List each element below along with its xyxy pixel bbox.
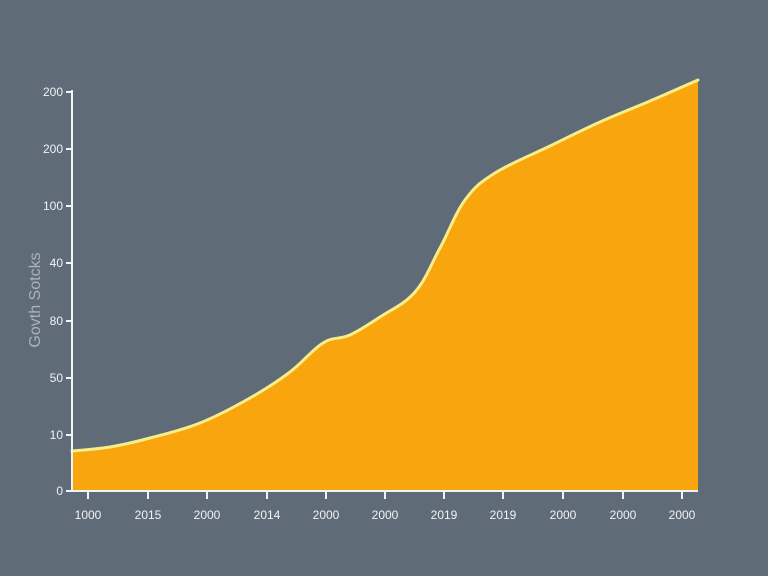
- y-tick-label: 200: [43, 85, 63, 99]
- x-tick-label: 2019: [490, 508, 517, 522]
- x-tick-label: 2000: [669, 508, 696, 522]
- x-tick-label: 2000: [610, 508, 637, 522]
- x-tick-label: 2000: [313, 508, 340, 522]
- y-tick-label: 0: [56, 484, 63, 498]
- x-axis-ticks: 1000 2015 2000 2014 2000 2000 2019 2019 2000 2000…: [75, 492, 696, 522]
- x-tick-label: 2000: [194, 508, 221, 522]
- y-tick-label: 10: [50, 428, 64, 442]
- x-tick-label: 2015: [135, 508, 162, 522]
- x-tick-label: 2000: [550, 508, 577, 522]
- x-tick-label: 2000: [372, 508, 399, 522]
- area-fill: [72, 80, 698, 491]
- y-tick-label: 80: [50, 314, 64, 328]
- y-tick-label: 50: [50, 371, 64, 385]
- area-series: [70, 78, 700, 491]
- x-tick-label: 1000: [75, 508, 102, 522]
- y-tick-label: 40: [50, 256, 64, 270]
- x-tick-label: 2019: [431, 508, 458, 522]
- y-tick-label: 200: [43, 142, 63, 156]
- x-tick-label: 2014: [254, 508, 281, 522]
- y-axis-title: Govth Sotcks: [27, 252, 44, 347]
- y-tick-label: 100: [43, 199, 63, 213]
- area-line: [70, 78, 700, 453]
